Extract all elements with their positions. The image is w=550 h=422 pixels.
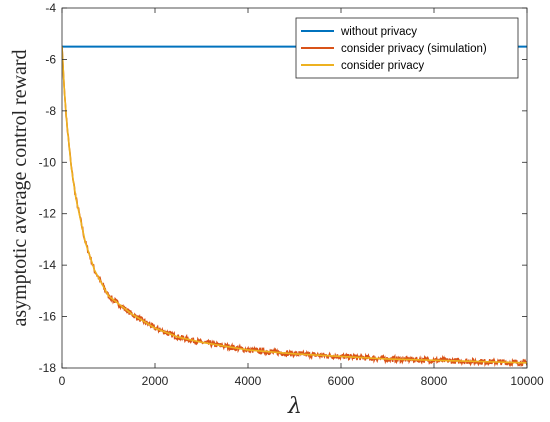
y-tick-label: -8 <box>45 104 56 118</box>
legend-label-1: consider privacy (simulation) <box>341 43 487 55</box>
x-tick-label: 2000 <box>142 374 169 388</box>
y-tick-label: -18 <box>39 361 57 375</box>
x-axis-label: λ <box>287 394 302 419</box>
series-line-2 <box>62 46 527 364</box>
x-tick-label: 0 <box>59 374 66 388</box>
y-tick-label: -10 <box>39 155 57 169</box>
y-tick-label: -14 <box>39 258 57 272</box>
plot-frame <box>61 7 528 369</box>
y-tick-label: -6 <box>45 52 56 66</box>
y-axis-label: asymptotic average control reward <box>9 49 31 326</box>
y-tick-label: -16 <box>39 310 57 324</box>
legend-label-2: consider privacy <box>341 60 424 72</box>
y-tick-label: -12 <box>39 207 57 221</box>
x-tick-label: 8000 <box>421 374 448 388</box>
x-tick-label: 4000 <box>235 374 262 388</box>
y-tick-label: -4 <box>45 1 56 15</box>
series-line-1 <box>62 46 527 368</box>
x-tick-label: 10000 <box>510 374 544 388</box>
x-tick-label: 6000 <box>328 374 355 388</box>
legend-label-0: without privacy <box>340 26 417 38</box>
